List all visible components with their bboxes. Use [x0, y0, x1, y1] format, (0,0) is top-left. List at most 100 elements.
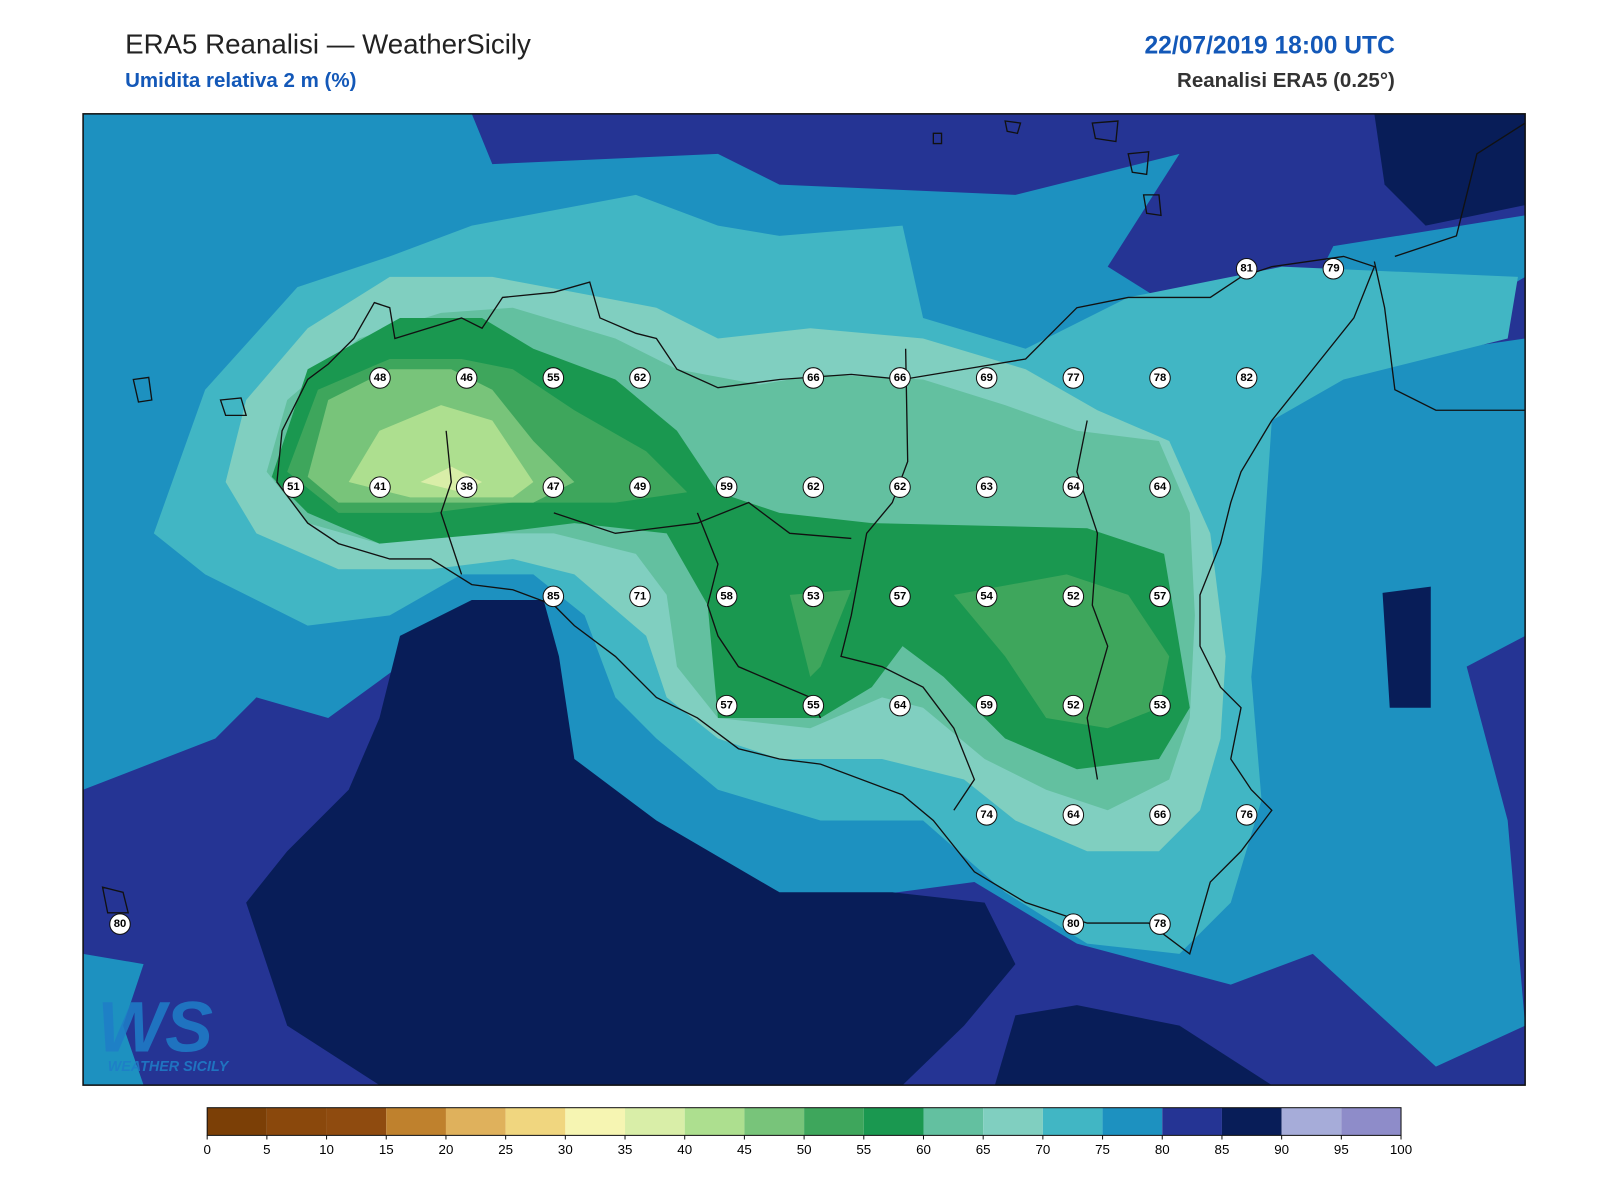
station-value: 54	[980, 590, 993, 602]
station-value: 55	[547, 372, 560, 384]
station-marker	[1235, 257, 1258, 280]
station-marker	[629, 476, 651, 498]
station-marker	[1149, 476, 1171, 498]
station-value: 78	[1154, 372, 1167, 384]
station-value: 59	[980, 700, 993, 712]
station-value: 76	[1240, 809, 1253, 821]
station-marker	[802, 585, 825, 608]
station-marker	[542, 367, 565, 389]
colorbar-tick-label: 20	[439, 1142, 454, 1157]
logo-mark: WS	[97, 987, 213, 1067]
station-value: 53	[807, 590, 820, 602]
station-marker	[889, 367, 911, 389]
station-value: 64	[1154, 481, 1167, 493]
colorbar-segment	[983, 1107, 1043, 1136]
colorbar-tick-label: 55	[856, 1142, 871, 1157]
logo-caption: WEATHER SICILY	[108, 1059, 230, 1075]
station-value: 51	[287, 481, 300, 493]
station-marker	[1062, 476, 1085, 498]
station-value: 38	[460, 481, 473, 493]
station-marker	[889, 694, 911, 717]
station-marker	[975, 804, 998, 826]
station-value: 74	[980, 809, 993, 821]
station-value: 59	[720, 481, 733, 493]
colorbar-segment	[1162, 1107, 1222, 1136]
station-value: 69	[980, 372, 993, 384]
station-marker	[629, 585, 651, 608]
station-marker	[109, 913, 131, 935]
station-marker	[1149, 367, 1171, 389]
station-marker	[542, 585, 565, 608]
station-value: 81	[1240, 263, 1253, 275]
title: ERA5 Reanalisi — WeatherSicily	[125, 28, 531, 59]
station-marker	[1062, 804, 1085, 826]
station-value: 48	[374, 372, 387, 384]
colorbar-tick-label: 80	[1155, 1142, 1170, 1157]
station-value: 52	[1067, 700, 1080, 712]
station-marker	[975, 585, 998, 608]
station-value: 49	[634, 481, 647, 493]
colorbar-segment	[1341, 1107, 1402, 1136]
station-value: 64	[894, 700, 907, 712]
colorbar-segment	[1281, 1107, 1342, 1136]
colorbar-tick-label: 15	[379, 1142, 394, 1157]
colorbar-segment	[207, 1107, 267, 1136]
station-marker	[1235, 367, 1258, 389]
station-marker	[1149, 694, 1171, 717]
colorbar-tick-label: 90	[1274, 1142, 1289, 1157]
station-marker	[975, 694, 998, 717]
station-marker	[629, 367, 651, 389]
colorbar-segment	[445, 1107, 506, 1136]
station-marker	[369, 367, 391, 389]
station-marker	[282, 476, 305, 498]
station-marker	[715, 476, 738, 498]
station-value: 66	[807, 372, 820, 384]
colorbar-tick-label: 25	[498, 1142, 513, 1157]
station-marker	[802, 694, 825, 717]
colorbar-tick-label: 30	[558, 1142, 573, 1157]
station-marker	[1322, 257, 1345, 280]
map-frame	[82, 113, 1526, 1086]
station-marker	[1235, 804, 1258, 826]
colorbar-segment	[266, 1107, 327, 1136]
colorbar-tick-label: 10	[319, 1142, 334, 1157]
colorbar-segment	[386, 1107, 446, 1136]
station-marker	[1062, 913, 1085, 935]
stations: 81 79 48 46 55 62 66 66 69 77 78 82 51 41 38 47 49 59 62 62…	[109, 257, 1345, 935]
station-marker	[542, 476, 565, 498]
station-marker	[455, 476, 478, 498]
station-value: 57	[720, 700, 733, 712]
colorbar-segment	[804, 1107, 864, 1136]
station-value: 63	[980, 481, 993, 493]
colorbar-segment	[1221, 1107, 1282, 1136]
colorbar-segment	[1042, 1107, 1103, 1136]
station-value: 57	[894, 590, 907, 602]
station-marker	[1149, 913, 1171, 935]
station-marker	[1062, 367, 1085, 389]
station-value: 53	[1154, 700, 1167, 712]
station-marker	[975, 476, 998, 498]
colorbar: 0 5 10 15 20 25 30 35 40 45 50 55 60 65 70 75 80 85 90 95 10…	[203, 1107, 1412, 1157]
colorbar-tick-label: 5	[263, 1142, 270, 1157]
colorbar-segment	[744, 1107, 805, 1136]
colorbar-segment	[923, 1107, 984, 1136]
colorbar-tick-label: 70	[1035, 1142, 1050, 1157]
station-value: 82	[1240, 372, 1253, 384]
colorbar-tick-label: 40	[677, 1142, 692, 1157]
station-value: 57	[1154, 590, 1167, 602]
station-value: 47	[547, 481, 560, 493]
station-value: 62	[894, 481, 907, 493]
source: Reanalisi ERA5 (0.25°)	[1177, 69, 1395, 92]
colorbar-tick-label: 60	[916, 1142, 931, 1157]
station-marker	[455, 367, 478, 389]
station-value: 79	[1327, 263, 1340, 275]
station-marker	[1062, 585, 1085, 608]
station-value: 41	[374, 481, 387, 493]
colorbar-tick-label: 100	[1390, 1142, 1412, 1157]
colorbar-tick-label: 35	[618, 1142, 633, 1157]
station-value: 85	[547, 590, 560, 602]
station-marker	[715, 585, 738, 608]
colorbar-tick-label: 45	[737, 1142, 752, 1157]
colorbar-segment	[1102, 1107, 1163, 1136]
